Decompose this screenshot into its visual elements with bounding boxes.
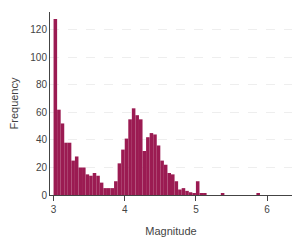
svg-text:0: 0 xyxy=(41,190,47,201)
svg-text:3: 3 xyxy=(51,204,57,215)
svg-text:100: 100 xyxy=(30,52,47,63)
svg-text:120: 120 xyxy=(30,24,47,35)
svg-text:6: 6 xyxy=(264,204,270,215)
svg-text:4: 4 xyxy=(122,204,128,215)
svg-text:60: 60 xyxy=(36,107,48,118)
svg-text:5: 5 xyxy=(193,204,199,215)
svg-text:40: 40 xyxy=(36,134,48,145)
svg-text:20: 20 xyxy=(36,162,48,173)
svg-text:Magnitude: Magnitude xyxy=(145,225,196,237)
svg-text:Frequency: Frequency xyxy=(8,77,20,129)
svg-text:80: 80 xyxy=(36,79,48,90)
